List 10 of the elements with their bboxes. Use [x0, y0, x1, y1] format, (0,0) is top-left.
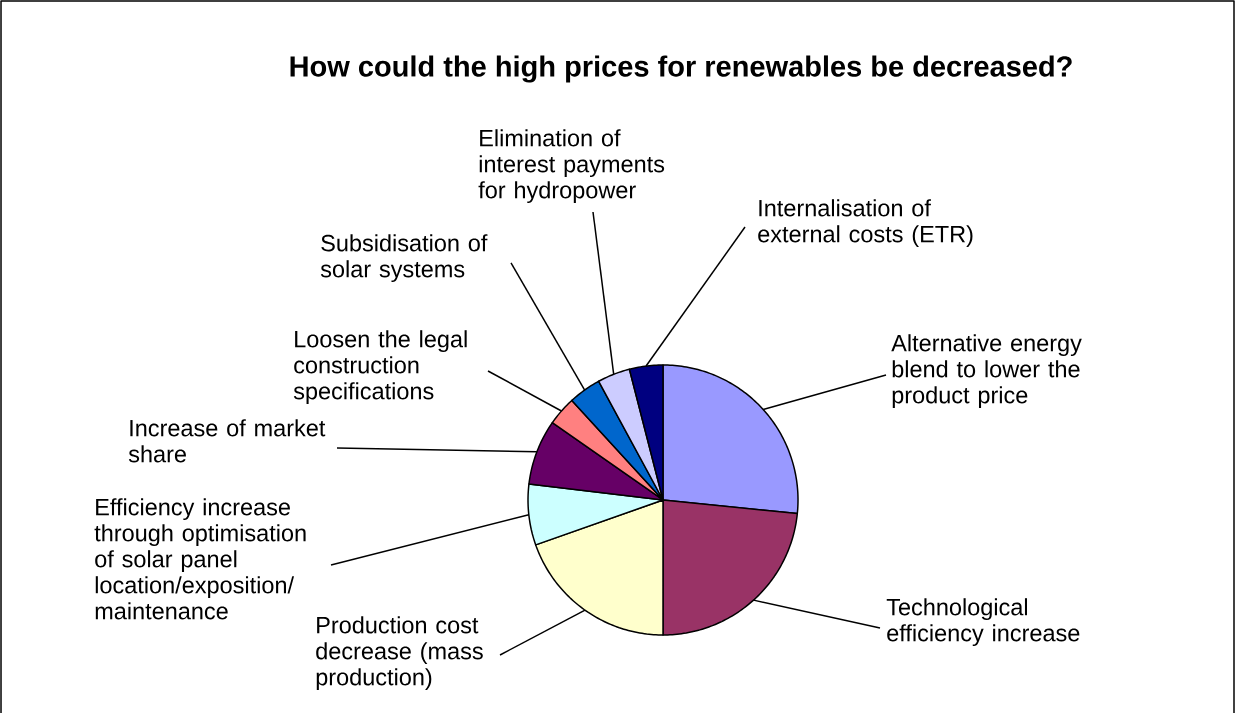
chart-title: How could the high prices for renewables be decreased? — [290, 55, 1072, 83]
slice-label: Loosen the legal construction specifications — [293, 330, 467, 405]
slice-label: Efficiency increase through optimisation of solar panel location/exposition/ maintenance — [94, 498, 306, 620]
slice-label: Subsidisation of solar systems — [320, 234, 488, 283]
slice-label: Increase of market share — [128, 419, 326, 463]
slice-label: Elimination of interest payments for hydropower — [478, 129, 665, 204]
slice-label: Technological efficiency increase — [886, 598, 1080, 647]
slice-label: Production cost decrease (mass production) — [316, 616, 483, 691]
slice-label: Internalisation of external costs (ETR) — [758, 199, 973, 248]
slice-label: Alternative energy blend to lower the product price — [891, 334, 1082, 409]
